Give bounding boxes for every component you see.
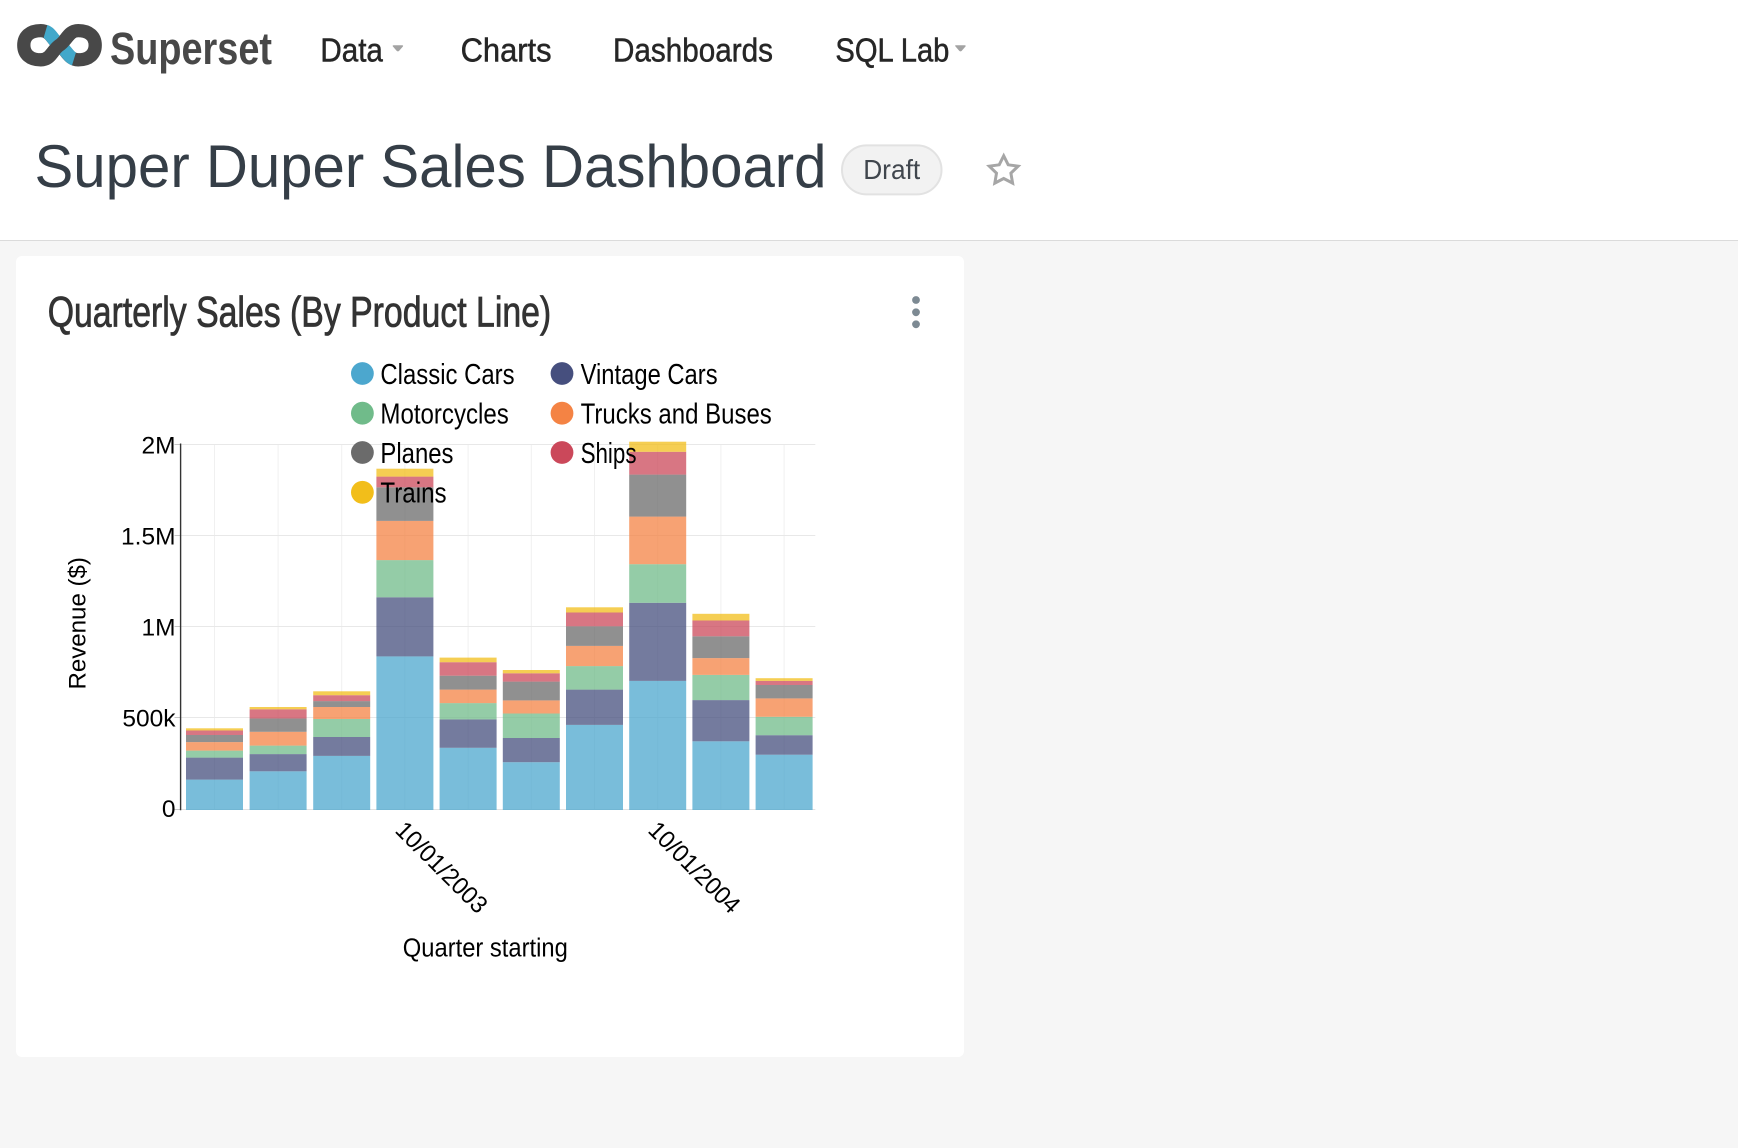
svg-text:Super Duper Sales Dashboard: Super Duper Sales Dashboard [35,133,827,200]
svg-text:Ships: Ships [581,438,637,470]
svg-text:Revenue ($): Revenue ($) [65,557,92,689]
svg-text:Vintage Cars: Vintage Cars [581,359,718,391]
svg-text:Superset: Superset [110,23,272,74]
svg-text:Data: Data [320,31,383,68]
svg-text:500k: 500k [122,706,176,733]
svg-text:10/01/2003: 10/01/2003 [390,817,493,920]
svg-text:0: 0 [162,796,176,823]
svg-text:Dashboards: Dashboards [613,31,773,68]
svg-text:Charts: Charts [461,31,552,68]
svg-text:Motorcycles: Motorcycles [380,399,508,431]
svg-text:Classic Cars: Classic Cars [380,359,514,391]
svg-text:SQL Lab: SQL Lab [835,31,949,68]
svg-text:2M: 2M [141,433,175,460]
svg-text:Draft: Draft [863,154,920,185]
svg-text:1M: 1M [141,615,175,642]
svg-text:Trucks and Buses: Trucks and Buses [581,399,772,431]
svg-text:Trains: Trains [380,478,446,510]
svg-text:10/01/2004: 10/01/2004 [643,817,746,920]
svg-text:Quarter starting: Quarter starting [403,934,568,962]
svg-text:Quarterly Sales (By Product Li: Quarterly Sales (By Product Line) [48,289,552,337]
svg-text:Planes: Planes [380,438,453,470]
svg-text:1.5M: 1.5M [121,524,175,551]
